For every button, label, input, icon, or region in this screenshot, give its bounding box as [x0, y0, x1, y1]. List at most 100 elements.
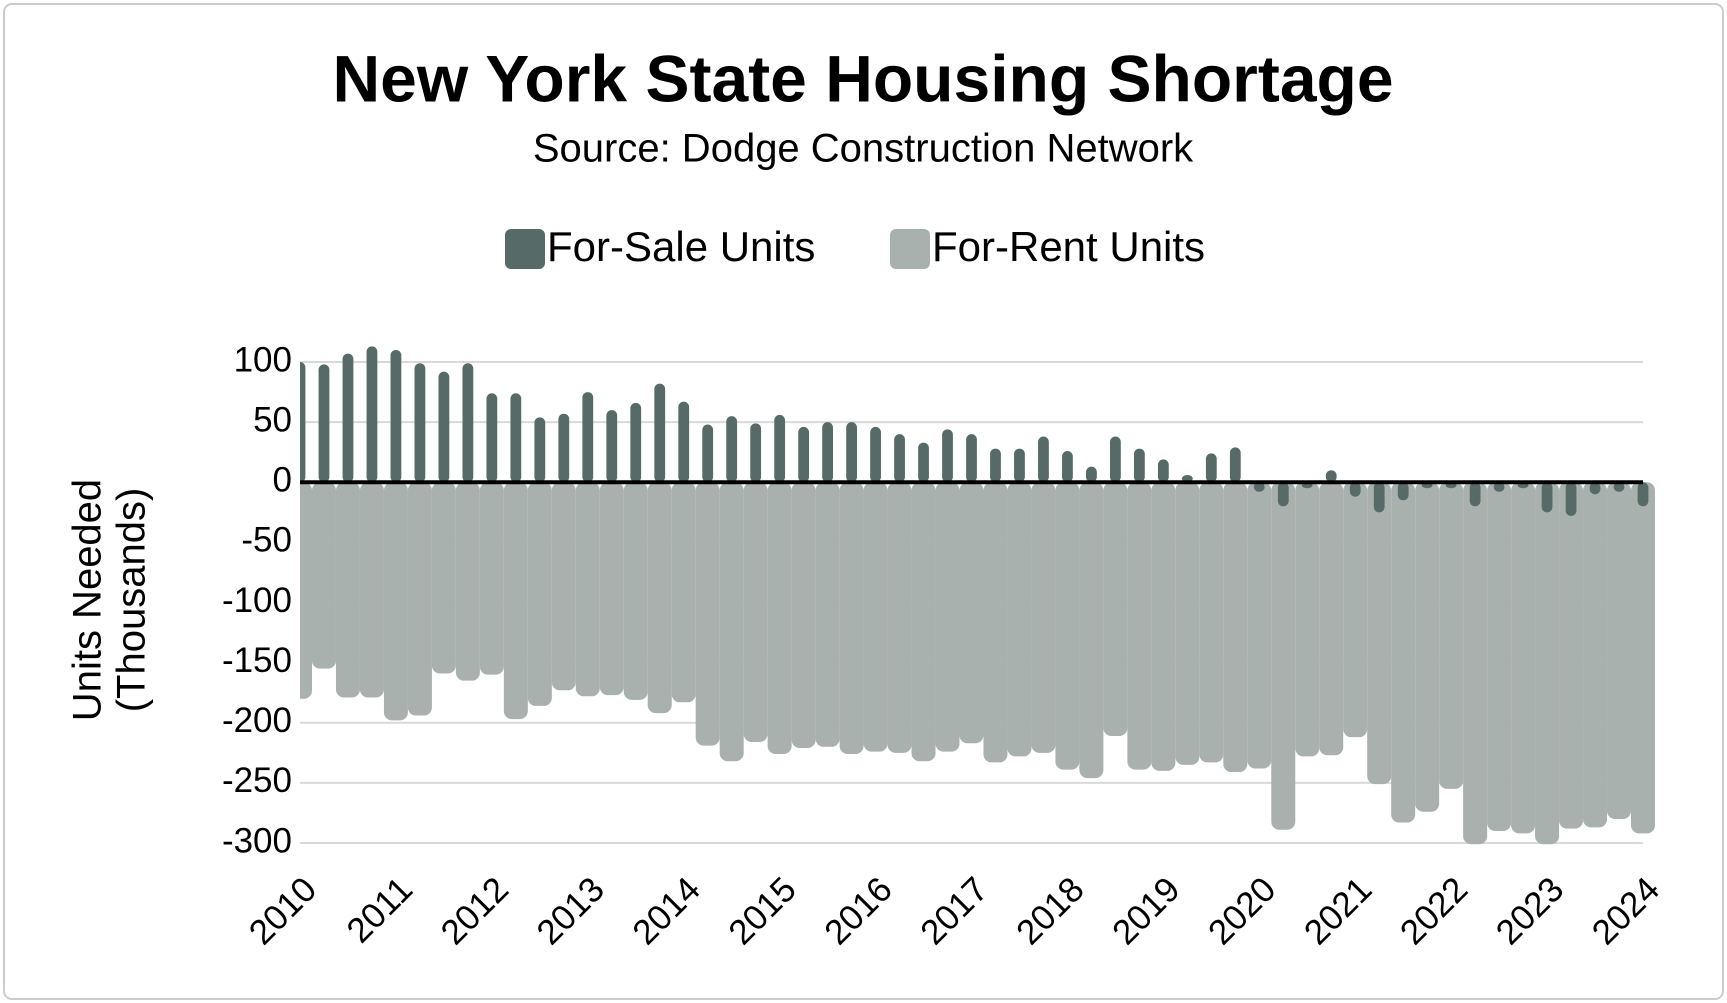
bar	[1439, 482, 1464, 789]
bar	[1229, 447, 1241, 483]
bar	[719, 482, 744, 762]
bar	[623, 482, 648, 700]
bar	[342, 353, 354, 483]
bar	[1086, 466, 1097, 483]
bar	[1637, 482, 1649, 507]
bar	[335, 482, 360, 698]
bar	[1062, 450, 1073, 483]
bar	[1391, 482, 1416, 823]
bar	[1295, 482, 1320, 757]
legend-swatch	[890, 229, 930, 269]
bar	[798, 426, 810, 483]
bar	[407, 482, 432, 716]
bar	[606, 410, 618, 483]
bar	[935, 482, 960, 752]
bar	[966, 434, 977, 483]
bar	[575, 482, 600, 697]
bar	[1325, 470, 1337, 483]
bar	[1319, 482, 1344, 756]
bar	[558, 413, 570, 483]
bar	[486, 393, 498, 483]
y-tick-label: -200	[222, 701, 292, 740]
bar	[1373, 482, 1385, 513]
bar	[1079, 482, 1104, 779]
bar	[1613, 482, 1625, 492]
bar	[1014, 448, 1025, 483]
bar	[743, 482, 768, 742]
bar	[1397, 482, 1409, 501]
chart-subtitle: Source: Dodge Construction Network	[533, 127, 1194, 171]
bar	[582, 392, 594, 483]
bar	[318, 364, 330, 483]
bar	[1223, 482, 1248, 773]
bar	[1205, 453, 1217, 483]
bar	[1559, 482, 1584, 829]
y-tick-label: -150	[222, 641, 292, 680]
bar	[671, 482, 696, 703]
bar	[1247, 482, 1272, 769]
bar	[1038, 436, 1049, 483]
bar	[1541, 482, 1553, 513]
bar	[1589, 482, 1601, 495]
bar	[1199, 482, 1224, 763]
bar	[503, 482, 528, 720]
y-axis-title-line: Units Needed	[66, 479, 110, 721]
bar	[1007, 482, 1032, 757]
bar	[300, 362, 306, 483]
bar	[510, 393, 522, 483]
bar	[647, 482, 672, 714]
bar	[695, 482, 720, 746]
bar	[527, 482, 552, 706]
bar	[534, 417, 546, 483]
bar	[1133, 448, 1145, 483]
legend-swatch	[505, 229, 545, 269]
bar	[390, 349, 402, 483]
chart-title: New York State Housing Shortage	[332, 41, 1393, 115]
bar	[1277, 482, 1289, 507]
bar	[1367, 482, 1392, 785]
bar	[791, 482, 816, 749]
bar	[1415, 482, 1440, 812]
bar	[918, 442, 929, 483]
bar	[1469, 482, 1481, 507]
bar	[1127, 482, 1152, 770]
bar	[942, 429, 953, 483]
bar	[431, 482, 456, 674]
bar	[870, 426, 881, 483]
bar	[911, 482, 936, 762]
bar	[300, 482, 312, 699]
y-axis-title-line: (Thousands)	[110, 488, 154, 713]
bar	[822, 422, 834, 483]
bar	[1607, 482, 1632, 819]
bar	[1583, 482, 1608, 828]
bar	[815, 482, 840, 747]
bar	[894, 434, 905, 483]
legend-label: For-Sale Units	[547, 223, 815, 270]
bar	[1565, 482, 1577, 516]
bar	[1103, 482, 1128, 736]
bar	[726, 416, 738, 483]
bar	[599, 482, 624, 696]
bar	[438, 371, 450, 483]
bar	[678, 401, 690, 483]
bar	[1271, 482, 1296, 830]
bar	[1055, 482, 1080, 770]
bar	[1175, 482, 1200, 765]
bar	[311, 482, 336, 669]
bar	[1253, 482, 1265, 492]
bar	[983, 482, 1008, 763]
y-tick-label: 0	[273, 461, 292, 500]
bar	[479, 482, 504, 675]
bar	[654, 383, 666, 483]
bar	[359, 482, 384, 698]
y-tick-label: 100	[234, 340, 292, 379]
bar	[1031, 482, 1056, 753]
bar	[1493, 482, 1505, 492]
bar	[462, 363, 474, 483]
bar	[1511, 482, 1536, 834]
bar	[863, 482, 888, 752]
bar	[551, 482, 576, 691]
bar	[1109, 436, 1121, 483]
legend-label: For-Rent Units	[932, 223, 1205, 270]
